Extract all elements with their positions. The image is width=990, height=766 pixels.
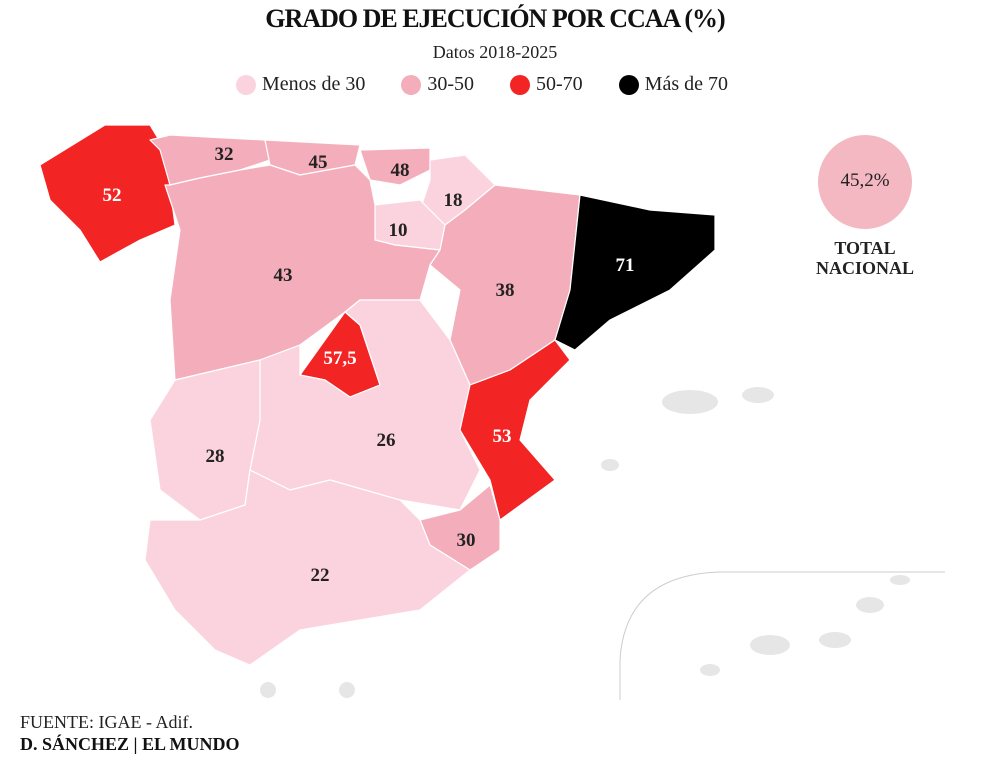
legend-label: Más de 70	[644, 73, 728, 95]
island-shape	[750, 635, 790, 655]
legend-item: Más de 70	[618, 73, 728, 96]
legend-label: 30-50	[427, 73, 474, 95]
source-note: FUENTE: IGAE - Adif.	[20, 712, 193, 732]
region-cataluna	[554, 194, 716, 351]
legend-swatch	[401, 74, 422, 95]
island-shape	[339, 682, 355, 698]
island-shape	[890, 575, 910, 585]
region-value-label: 52	[103, 185, 122, 206]
region-valencia	[459, 339, 571, 521]
region-andalucia	[144, 469, 471, 666]
region-value-label: 10	[389, 220, 408, 241]
total-label-line2: NACIONAL	[815, 258, 914, 278]
canary-inset-frame	[619, 571, 945, 700]
island-shape	[601, 459, 619, 471]
legend-label: 50-70	[536, 73, 583, 95]
island-shape	[662, 390, 718, 414]
region-galicia	[39, 124, 176, 263]
region-value-label: 30	[457, 530, 476, 551]
legend-item: Menos de 30	[236, 73, 365, 96]
total-circle	[818, 135, 912, 229]
region-value-label: 48	[391, 160, 410, 181]
island-shape	[856, 597, 884, 613]
region-value-label: 53	[493, 426, 512, 447]
legend-swatch	[236, 74, 256, 95]
legend-item: 50-70	[510, 73, 583, 96]
chart-title: GRADO DE EJECUCIÓN POR CCAA (%)	[265, 4, 725, 33]
region-value-label: 38	[496, 280, 515, 301]
island-shape	[260, 682, 276, 698]
region-value-label: 26	[377, 430, 396, 451]
total-label: TOTAL NACIONAL	[790, 238, 940, 278]
region-extremadura	[149, 359, 261, 521]
legend-label: Menos de 30	[262, 73, 366, 95]
total-value: 45,2%	[840, 170, 890, 191]
region-value-label: 57,5	[323, 348, 356, 369]
legend-swatch	[618, 74, 639, 95]
region-value-label: 71	[616, 255, 635, 276]
region-value-label: 18	[444, 190, 463, 211]
legend-swatch	[510, 74, 530, 95]
island-shape	[700, 664, 720, 676]
legend-item: 30-50	[401, 73, 474, 96]
legend: Menos de 30 30-50 50-70 Más de 70	[236, 73, 728, 96]
island-shape	[819, 632, 851, 648]
region-value-label: 43	[274, 265, 293, 286]
region-value-label: 28	[206, 446, 225, 467]
region-value-label: 32	[215, 144, 234, 165]
region-pais-vasco	[359, 147, 431, 186]
region-value-label: 22	[311, 565, 330, 586]
chart-subtitle: Datos 2018-2025	[432, 42, 558, 62]
total-label-line1: TOTAL	[834, 238, 896, 258]
region-value-label: 45	[309, 152, 328, 173]
credit: D. SÁNCHEZ | EL MUNDO	[20, 734, 240, 754]
island-shape	[742, 387, 774, 403]
